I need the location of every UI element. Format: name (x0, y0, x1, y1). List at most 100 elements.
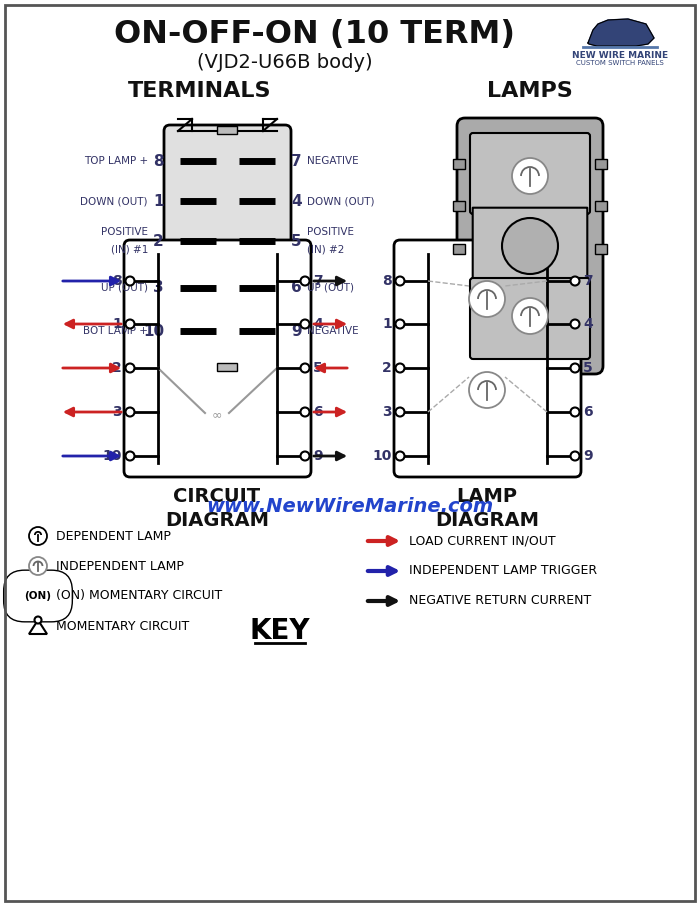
Circle shape (300, 276, 309, 285)
Circle shape (570, 451, 580, 460)
Text: MOMENTARY CIRCUIT: MOMENTARY CIRCUIT (56, 620, 189, 632)
Text: 6: 6 (291, 281, 302, 295)
Text: INDEPENDENT LAMP: INDEPENDENT LAMP (56, 560, 184, 573)
Bar (217, 363, 237, 371)
Text: BOT LAMP +: BOT LAMP + (83, 326, 148, 336)
Text: POSITIVE: POSITIVE (101, 227, 148, 237)
Text: 8: 8 (382, 274, 392, 288)
Text: NEGATIVE: NEGATIVE (307, 326, 358, 336)
Text: 2: 2 (112, 361, 122, 375)
Polygon shape (29, 620, 47, 634)
Bar (453, 244, 465, 254)
Circle shape (29, 527, 47, 545)
Text: 6: 6 (313, 405, 323, 419)
Text: 2: 2 (153, 234, 164, 248)
Text: 9: 9 (313, 449, 323, 463)
Circle shape (300, 408, 309, 417)
Text: DEPENDENT LAMP: DEPENDENT LAMP (56, 529, 171, 543)
Circle shape (395, 408, 405, 417)
Text: POSITIVE: POSITIVE (307, 227, 354, 237)
Text: 1: 1 (153, 194, 164, 208)
Text: INDEPENDENT LAMP TRIGGER: INDEPENDENT LAMP TRIGGER (409, 564, 597, 577)
Bar (453, 159, 465, 169)
Text: (VJD2-U66B body): (VJD2-U66B body) (197, 53, 373, 72)
FancyBboxPatch shape (470, 133, 590, 214)
Circle shape (512, 298, 548, 334)
Circle shape (125, 408, 134, 417)
Text: 4: 4 (583, 317, 593, 331)
Text: (ON) MOMENTARY CIRCUIT: (ON) MOMENTARY CIRCUIT (56, 590, 223, 602)
FancyBboxPatch shape (470, 278, 590, 359)
Circle shape (570, 408, 580, 417)
Text: (IN) #2: (IN) #2 (307, 245, 344, 255)
Text: 4: 4 (291, 194, 302, 208)
Circle shape (395, 276, 405, 285)
Circle shape (125, 276, 134, 285)
Text: (ON): (ON) (25, 591, 52, 601)
Bar (217, 126, 237, 134)
Text: 7: 7 (583, 274, 593, 288)
Text: 3: 3 (113, 405, 122, 419)
Text: DOWN (OUT): DOWN (OUT) (80, 196, 148, 206)
Bar (595, 244, 607, 254)
Text: 5: 5 (313, 361, 323, 375)
Text: (IN) #1: (IN) #1 (111, 245, 148, 255)
Circle shape (34, 616, 41, 623)
Circle shape (300, 320, 309, 329)
Text: www.NewWireMarine.com: www.NewWireMarine.com (206, 496, 494, 516)
FancyBboxPatch shape (457, 118, 603, 374)
Text: 7: 7 (291, 153, 302, 169)
Text: 9: 9 (291, 323, 302, 339)
Text: ∞: ∞ (212, 409, 222, 421)
Text: TERMINALS: TERMINALS (128, 81, 272, 101)
Circle shape (125, 363, 134, 372)
Text: UP (OUT): UP (OUT) (101, 283, 148, 293)
Text: 3: 3 (382, 405, 392, 419)
Circle shape (570, 276, 580, 285)
Text: 10: 10 (143, 323, 164, 339)
Circle shape (469, 372, 505, 408)
Text: DOWN (OUT): DOWN (OUT) (307, 196, 374, 206)
Circle shape (570, 320, 580, 329)
Circle shape (502, 218, 558, 274)
Text: 3: 3 (153, 281, 164, 295)
FancyBboxPatch shape (124, 240, 311, 477)
Text: 1: 1 (112, 317, 122, 331)
Text: 5: 5 (291, 234, 302, 248)
Circle shape (300, 363, 309, 372)
Circle shape (125, 451, 134, 460)
Text: 10: 10 (103, 449, 122, 463)
Text: LAMPS: LAMPS (487, 81, 573, 101)
Text: 10: 10 (372, 449, 392, 463)
Text: NEGATIVE RETURN CURRENT: NEGATIVE RETURN CURRENT (409, 594, 592, 608)
Bar (453, 201, 465, 211)
Text: 4: 4 (313, 317, 323, 331)
Text: 9: 9 (583, 449, 593, 463)
Text: LAMP: LAMP (456, 487, 517, 506)
FancyBboxPatch shape (473, 207, 587, 284)
Circle shape (29, 557, 47, 575)
Circle shape (395, 451, 405, 460)
Text: KEY: KEY (250, 617, 310, 645)
Bar (595, 159, 607, 169)
FancyBboxPatch shape (394, 240, 581, 477)
Text: UP (OUT): UP (OUT) (307, 283, 354, 293)
Text: NEGATIVE: NEGATIVE (307, 156, 358, 166)
Text: 2: 2 (382, 361, 392, 375)
Circle shape (512, 158, 548, 194)
Circle shape (300, 451, 309, 460)
Polygon shape (588, 19, 654, 46)
Text: DIAGRAM: DIAGRAM (165, 512, 269, 531)
Text: CIRCUIT: CIRCUIT (174, 487, 260, 506)
Circle shape (469, 281, 505, 317)
Text: 7: 7 (313, 274, 323, 288)
Circle shape (125, 320, 134, 329)
Text: 8: 8 (112, 274, 122, 288)
Text: DIAGRAM: DIAGRAM (435, 512, 539, 531)
Text: TOP LAMP +: TOP LAMP + (84, 156, 148, 166)
Text: LOAD CURRENT IN/OUT: LOAD CURRENT IN/OUT (409, 535, 556, 547)
Circle shape (395, 363, 405, 372)
Circle shape (570, 363, 580, 372)
Text: 5: 5 (583, 361, 593, 375)
Text: ON-OFF-ON (10 TERM): ON-OFF-ON (10 TERM) (115, 18, 515, 50)
